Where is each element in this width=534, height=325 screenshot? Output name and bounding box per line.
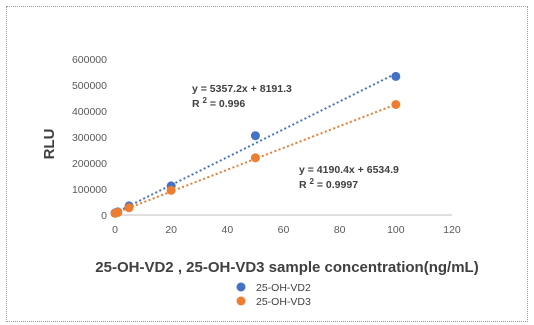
x-tick-label: 100 — [387, 224, 405, 236]
data-point-vd2 — [250, 131, 260, 141]
x-tick-label: 0 — [112, 224, 118, 236]
equation-vd2: y = 5357.2x + 8191.3 — [192, 83, 292, 95]
x-tick-label: 20 — [165, 224, 177, 236]
trendline-vd2 — [114, 72, 397, 214]
y-tick-label: 300000 — [72, 132, 107, 144]
y-tick-label: 400000 — [72, 106, 107, 118]
data-point-vd3 — [124, 203, 134, 213]
data-point-vd3 — [250, 153, 260, 163]
data-point-vd3 — [113, 207, 123, 217]
r2-vd3: R 2 = 0.9997 — [299, 177, 358, 191]
legend-marker-vd3 — [236, 296, 246, 306]
data-point-vd3 — [166, 185, 176, 195]
trendlines — [114, 72, 397, 215]
equation-vd3: y = 4190.4x + 6534.9 — [299, 164, 399, 176]
chart-frame — [6, 6, 528, 322]
x-axis-label: 25-OH-VD2 , 25-OH-VD3 sample concentrati… — [95, 259, 478, 276]
r2-vd2: R 2 = 0.996 — [192, 96, 245, 110]
y-tick-label: 600000 — [72, 54, 107, 66]
x-tick-label: 40 — [221, 224, 233, 236]
x-tick-label: 80 — [334, 224, 346, 236]
y-axis-label: RLU — [41, 129, 58, 160]
y-tick-label: 200000 — [72, 158, 107, 170]
trendline-vd3 — [114, 103, 397, 215]
data-point-vd3 — [391, 100, 401, 109]
data-points — [110, 71, 401, 218]
legend-label-vd3: 25-OH-VD3 — [256, 296, 311, 308]
x-tick-label: 60 — [278, 224, 290, 236]
legend-marker-vd2 — [236, 282, 246, 292]
data-point-vd2 — [391, 71, 401, 81]
x-tick-label: 120 — [443, 224, 461, 236]
legend: 25-OH-VD2 25-OH-VD3 — [236, 282, 311, 308]
y-tick-label: 0 — [101, 210, 107, 222]
y-tick-label: 500000 — [72, 80, 107, 92]
legend-label-vd2: 25-OH-VD2 — [256, 282, 311, 294]
y-tick-label: 100000 — [72, 184, 107, 196]
axes: 0 20 40 60 80 100 120 0 100000 200000 300000 400000… — [72, 54, 461, 236]
